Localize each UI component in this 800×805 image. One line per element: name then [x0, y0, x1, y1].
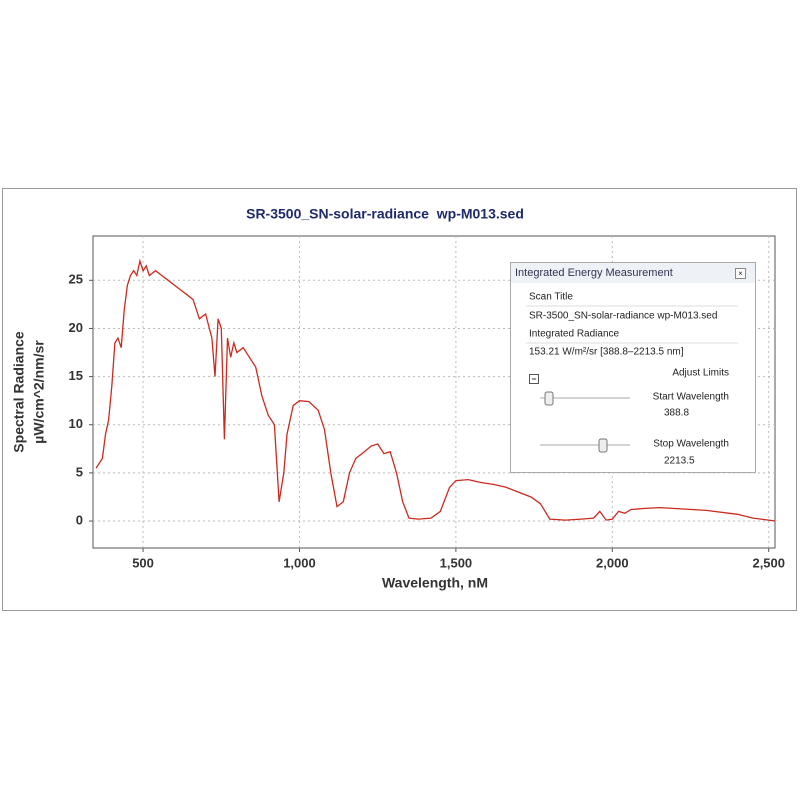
radiance-label: Integrated Radiance — [529, 329, 620, 340]
x-tick-label: 1,500 — [440, 555, 473, 570]
stop-value: 2213.5 — [664, 456, 695, 467]
stop-label: Stop Wavelength — [653, 439, 729, 450]
x-tick-label: 500 — [132, 555, 154, 570]
stop-slider-thumb[interactable] — [598, 438, 608, 453]
y-tick-label: 20 — [69, 320, 83, 335]
radiance: 153.21 W/m²/sr [388.8–2213.5 nm] — [529, 347, 684, 358]
y-axis-label: Spectral Radiance — [11, 331, 27, 453]
y-tick-label: 15 — [69, 368, 83, 383]
panel-box — [510, 262, 756, 473]
panel: Integrated Energy Measurement × Scan Tit… — [510, 262, 756, 473]
panel-header — [511, 263, 755, 283]
start-slider-thumb[interactable] — [544, 391, 554, 406]
scan-title-label: Scan Title — [529, 292, 573, 303]
y-tick-label: 5 — [76, 464, 83, 479]
y-tick-label: 10 — [69, 416, 83, 431]
adjust-label: Adjust Limits — [672, 368, 729, 379]
x-tick-label: 1,000 — [283, 555, 316, 570]
y-axis-unit: µW/cm^2/nm/sr — [31, 340, 47, 444]
x-tick-label: 2,500 — [752, 555, 785, 570]
start-value: 388.8 — [664, 408, 689, 419]
spectrum-line — [95, 258, 776, 522]
close-button[interactable] — [735, 268, 746, 279]
x-axis-label: Wavelength, nM — [382, 575, 488, 591]
scan-title: SR-3500_SN-solar-radiance wp-M013.sed — [529, 311, 717, 322]
close-icon[interactable]: × — [738, 269, 743, 278]
y-tick-label: 25 — [69, 272, 83, 287]
panel-title: Integrated Energy Measurement — [515, 267, 673, 279]
chart-title: SR-3500_SN-solar-radiance wp-M013.sed — [246, 206, 524, 222]
start-label: Start Wavelength — [653, 392, 729, 403]
y-tick-label: 0 — [76, 512, 83, 527]
x-tick-label: 2,000 — [596, 555, 629, 570]
